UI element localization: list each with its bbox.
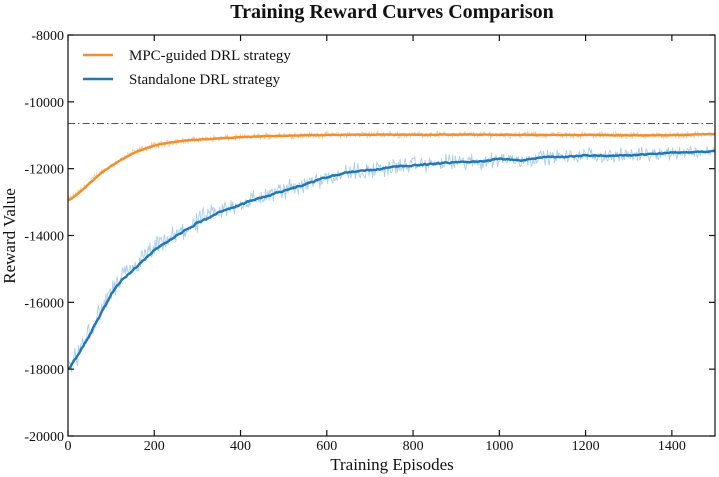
chart-title: Training Reward Curves Comparison (230, 1, 554, 23)
y-tick-label: -10000 (24, 96, 64, 111)
x-tick-label: 1400 (658, 439, 686, 454)
series-line-mpc-guided (68, 132, 715, 202)
y-tick-label: -20000 (24, 430, 64, 445)
series-raw-standalone (68, 145, 715, 373)
x-tick-label: 400 (230, 439, 251, 454)
y-tick-label: -16000 (24, 296, 64, 311)
legend-label-mpc-guided: MPC-guided DRL strategy (129, 48, 291, 64)
x-tick-label: 0 (65, 439, 72, 454)
y-axis-label: Reward Value (0, 188, 19, 284)
series-line-standalone (68, 149, 715, 370)
y-tick-label: -18000 (24, 363, 64, 378)
legend: MPC-guided DRL strategy Standalone DRL st… (83, 48, 291, 88)
x-tick-label: 200 (144, 439, 165, 454)
x-tick-label: 600 (316, 439, 337, 454)
axes: 0 200 400 600 800 1000 1200 1400 -20000 -18000 -16… (24, 29, 716, 454)
x-axis-label: Training Episodes (330, 455, 454, 474)
y-tick-label: -14000 (24, 230, 64, 245)
y-tick-label: -8000 (31, 29, 64, 44)
x-tick-label: 800 (403, 439, 424, 454)
legend-label-standalone: Standalone DRL strategy (129, 72, 281, 88)
plot-area (68, 123, 715, 373)
y-tick-label: -12000 (24, 163, 64, 178)
series-raw-mpc-guided (68, 129, 715, 201)
x-tick-label: 1000 (485, 439, 513, 454)
x-tick-label: 1200 (572, 439, 600, 454)
